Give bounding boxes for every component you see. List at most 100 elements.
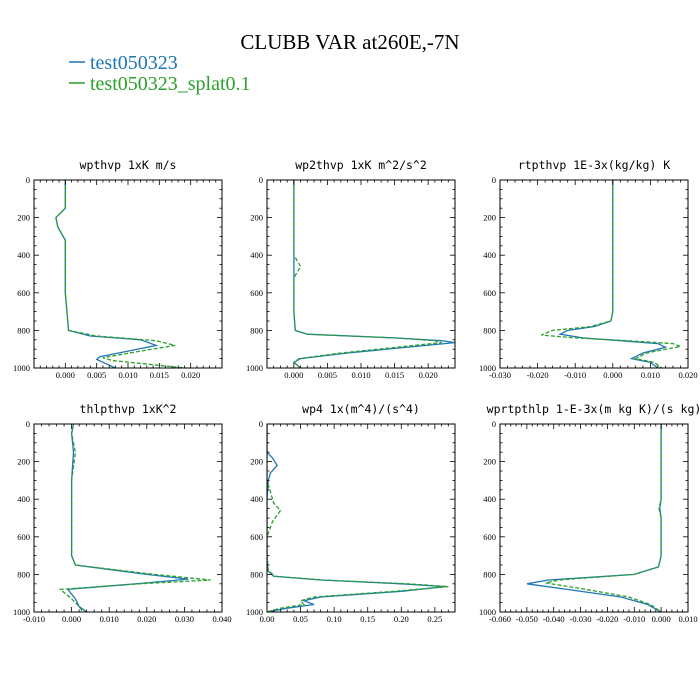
panel-2: wp2thvp 1xK m^2/s^2 0.000 0.005 0.010 0.015 0… — [246, 158, 456, 380]
x-tick-label: 0.030 — [175, 614, 194, 624]
y-tick-label: 400 — [250, 250, 263, 260]
panel-title: thlpthvp 1xK^2 — [80, 402, 177, 416]
y-tick-label: 800 — [250, 325, 263, 335]
plot-frame — [499, 179, 689, 369]
x-tick-label: -0.010 — [23, 614, 45, 624]
y-tick-label: 800 — [250, 569, 263, 579]
y-tick-label: 800 — [483, 569, 496, 579]
x-tick-label: 0.010 — [100, 614, 119, 624]
y-tick-label: 0 — [26, 419, 30, 429]
panels: wpthvp 1xK m/s0.000 0.005 0.010 0.015 0.0200… — [13, 158, 700, 624]
panel-title: wp2thvp 1xK m^2/s^2 — [295, 158, 427, 172]
y-tick-label: 400 — [17, 494, 30, 504]
x-tick-label: -0.030 — [570, 614, 592, 624]
series-line-splat — [267, 424, 449, 612]
panel-6: wprtpthlp 1-E-3x(m kg K)/(s kg) -0.060 -0.… — [479, 402, 700, 624]
x-tick-label: -0.030 — [489, 370, 511, 380]
panel-1: wpthvp 1xK m/s 0.000 0.005 0.010 0.015 0.020 0… — [13, 158, 223, 380]
x-tick-label: -0.020 — [527, 370, 549, 380]
series-line-test050323 — [526, 424, 662, 612]
plot-frame — [266, 423, 456, 613]
x-tick-label: 0.00 — [260, 614, 275, 624]
y-tick-label: 0 — [26, 175, 30, 185]
x-tick-label: 0.020 — [181, 370, 200, 380]
x-tick-label: -0.050 — [516, 614, 538, 624]
x-tick-label: 0.015 — [150, 370, 169, 380]
y-tick-label: 600 — [250, 532, 263, 542]
legend-label-test050323: test050323 — [90, 52, 178, 74]
x-tick-label: -0.010 — [623, 614, 645, 624]
series-line-splat — [55, 180, 185, 368]
x-tick-label: -0.060 — [489, 614, 511, 624]
y-tick-label: 0 — [492, 419, 496, 429]
series-line-splat — [292, 180, 442, 368]
y-tick-label: 1000 — [246, 607, 263, 617]
x-tick-label: -0.020 — [596, 614, 618, 624]
x-tick-label: 0.000 — [62, 614, 81, 624]
y-tick-label: 600 — [17, 532, 30, 542]
y-tick-label: 1000 — [479, 607, 496, 617]
y-tick-label: 0 — [492, 175, 496, 185]
x-tick-label: 0.040 — [212, 614, 231, 624]
panel-3: rtpthvp 1E-3x(kg/kg) K -0.030 -0.020 -0.010… — [479, 158, 698, 380]
x-tick-label: 0.020 — [137, 614, 156, 624]
series-line-splat — [541, 180, 683, 368]
series-line-splat — [545, 424, 662, 612]
x-tick-label: 0.020 — [678, 370, 697, 380]
y-tick-label: 0 — [259, 419, 263, 429]
y-tick-label: 1000 — [246, 363, 263, 373]
y-tick-label: 400 — [17, 250, 30, 260]
y-tick-label: 600 — [483, 288, 496, 298]
y-tick-label: 0 — [259, 175, 263, 185]
x-tick-label: 0.05 — [293, 614, 308, 624]
x-tick-label: 0.005 — [318, 370, 337, 380]
panel-5: wp4 1x(m^4)/(s^4) 0.00 0.05 0.10 0.15 0.20 0.2… — [246, 402, 456, 624]
x-tick-label: -0.010 — [564, 370, 586, 380]
x-tick-label: 0.010 — [351, 370, 370, 380]
figure-title: CLUBB VAR at260E,-7N — [240, 30, 459, 54]
plot-frame — [33, 179, 223, 369]
series-line-test050323 — [267, 424, 445, 612]
y-tick-label: 400 — [250, 494, 263, 504]
x-tick-label: 0.15 — [360, 614, 375, 624]
y-tick-label: 200 — [17, 213, 30, 223]
y-tick-label: 600 — [250, 288, 263, 298]
legend: test050323 test050323_splat0.1 — [69, 52, 251, 95]
x-tick-label: 0.000 — [56, 370, 75, 380]
y-tick-label: 1000 — [479, 363, 496, 373]
y-tick-label: 200 — [250, 213, 263, 223]
y-tick-label: 200 — [17, 457, 30, 467]
x-tick-label: 0.000 — [284, 370, 303, 380]
y-tick-label: 600 — [483, 532, 496, 542]
x-tick-label: -0.040 — [543, 614, 565, 624]
series-line-splat — [58, 424, 211, 612]
y-tick-label: 400 — [483, 494, 496, 504]
series-line-test050323 — [66, 424, 189, 612]
panel-title: wprtpthlp 1-E-3x(m kg K)/(s kg) — [487, 402, 700, 416]
x-tick-label: 0.020 — [419, 370, 438, 380]
legend-label-splat: test050323_splat0.1 — [90, 73, 251, 95]
y-tick-label: 200 — [483, 457, 496, 467]
x-tick-label: 0.010 — [678, 614, 697, 624]
x-tick-label: 0.000 — [603, 370, 622, 380]
x-tick-label: 0.10 — [327, 614, 342, 624]
panel-4: thlpthvp 1xK^2 -0.010 0.000 0.010 0.020 0.030… — [13, 402, 232, 624]
y-tick-label: 200 — [483, 213, 496, 223]
y-tick-label: 800 — [483, 325, 496, 335]
x-tick-label: 0.010 — [641, 370, 660, 380]
x-tick-label: 0.25 — [427, 614, 442, 624]
x-tick-label: 0.010 — [118, 370, 137, 380]
panel-title: rtpthvp 1E-3x(kg/kg) K — [518, 158, 670, 172]
x-tick-label: 0.005 — [87, 370, 106, 380]
y-tick-label: 1000 — [13, 607, 30, 617]
y-tick-label: 800 — [17, 569, 30, 579]
x-tick-label: 0.20 — [394, 614, 409, 624]
y-tick-label: 600 — [17, 288, 30, 298]
panel-title: wp4 1x(m^4)/(s^4) — [302, 402, 420, 416]
y-tick-label: 1000 — [13, 363, 30, 373]
y-tick-label: 200 — [250, 457, 263, 467]
panel-title: wpthvp 1xK m/s — [80, 158, 177, 172]
x-tick-label: 0.000 — [652, 614, 671, 624]
y-tick-label: 800 — [17, 325, 30, 335]
